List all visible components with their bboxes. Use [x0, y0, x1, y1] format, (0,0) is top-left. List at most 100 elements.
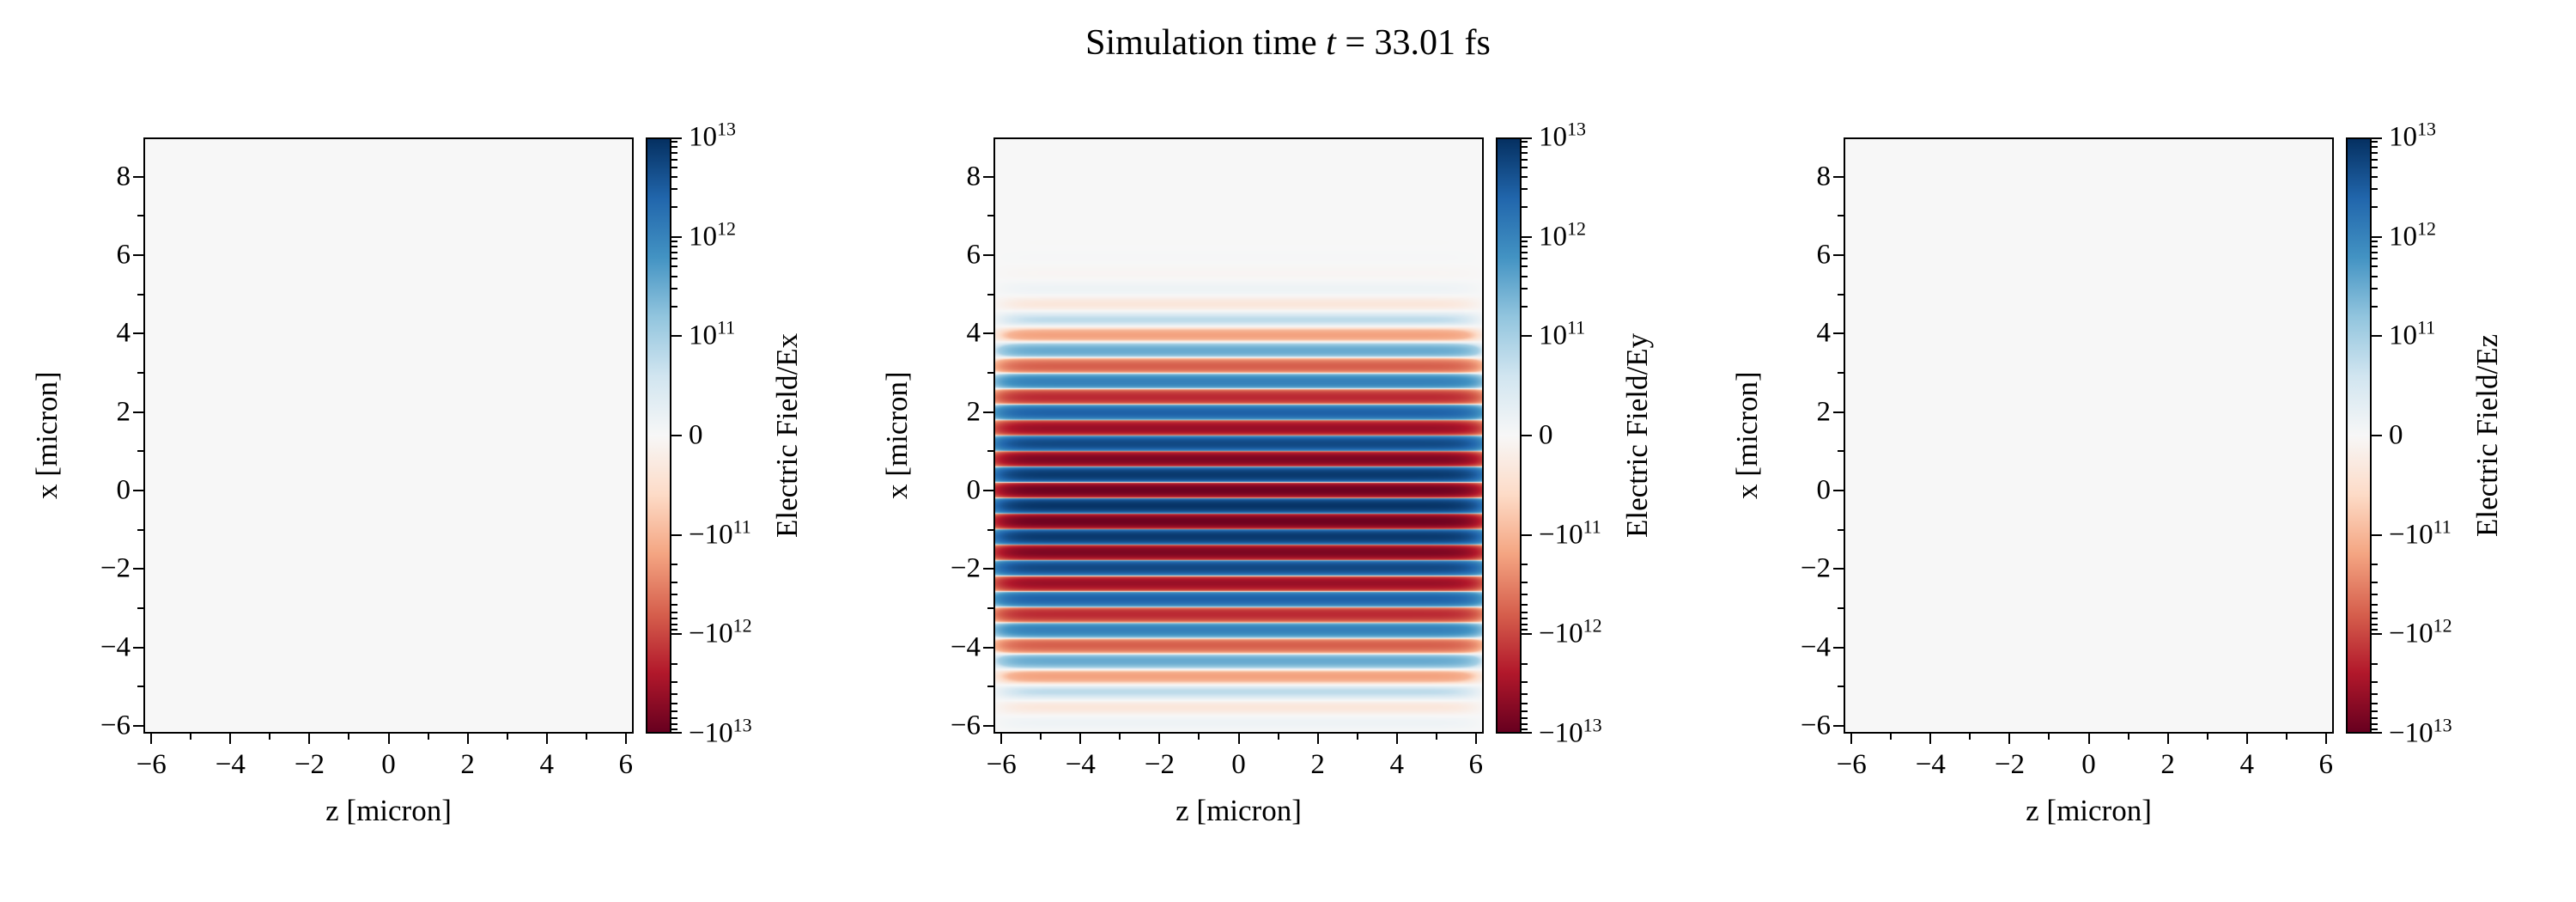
ey-colorbar-ticks	[1522, 137, 1532, 734]
colorbar-minor-tick	[2372, 703, 2378, 705]
y-minor-tick	[137, 215, 143, 217]
y-major-tick	[1833, 724, 1844, 727]
colorbar-minor-tick	[1522, 680, 1528, 683]
colorbar-minor-tick	[671, 624, 677, 626]
colorbar-tick-label: −1011	[1539, 515, 1601, 551]
colorbar-tick-label: −1012	[689, 614, 752, 649]
colorbar-tick-label: 1011	[2389, 316, 2436, 351]
colorbar-minor-tick	[1522, 251, 1528, 253]
y-axis-label: x [micron]	[30, 371, 64, 500]
ey-heatmap	[995, 139, 1482, 732]
y-major-tick	[1833, 175, 1844, 178]
x-tick-label: 2	[460, 749, 475, 780]
colorbar-minor-tick	[1522, 703, 1528, 705]
colorbar-minor-tick	[1522, 618, 1528, 620]
colorbar-minor-tick	[2372, 188, 2378, 191]
panel-ey: x [micron] 8 6 4 2 0 −2 −4 −6 −6 −4 −2 0 2 4 6 z [mic…	[880, 119, 1657, 859]
ex-colorbar-label: Electric Field/Ex	[770, 332, 804, 539]
y-axis-ticks	[133, 137, 143, 734]
x-axis-label: z [micron]	[1176, 794, 1302, 827]
y-tick-label: 2	[1816, 396, 1832, 428]
y-major-tick	[133, 568, 143, 570]
y-major-tick	[133, 724, 143, 727]
exponent: 11	[2433, 515, 2451, 538]
colorbar-minor-tick	[2372, 141, 2378, 143]
y-tick-label: 4	[966, 317, 981, 349]
colorbar-tick-label: 1013	[2389, 118, 2436, 153]
y-tick-label: 8	[966, 161, 981, 192]
x-tick-label: 0	[381, 749, 396, 780]
colorbar-minor-tick	[2372, 305, 2378, 308]
exponent: 11	[1583, 515, 1601, 538]
colorbar-minor-tick	[671, 205, 677, 208]
x-major-tick	[2087, 734, 2090, 744]
x-axis-label: z [micron]	[2026, 794, 2152, 827]
ex-colorbar	[646, 137, 671, 734]
x-major-tick	[229, 734, 232, 744]
y-minor-tick	[1838, 293, 1844, 296]
x-major-tick	[1158, 734, 1161, 744]
y-minor-tick	[987, 606, 993, 609]
exponent: 12	[732, 614, 752, 637]
x-tick-label: −6	[1836, 749, 1867, 780]
y-tick-labels: 8 6 4 2 0 −2 −4 −6	[64, 137, 131, 740]
title-prefix: Simulation time	[1085, 23, 1327, 63]
x-major-tick	[150, 734, 153, 744]
y-tick-label: 8	[1816, 161, 1832, 192]
x-minor-tick	[2206, 734, 2208, 740]
colorbar-minor-tick	[671, 717, 677, 720]
y-tick-label: −2	[950, 552, 981, 584]
colorbar-minor-tick	[1522, 603, 1528, 606]
x-minor-tick	[427, 734, 429, 740]
exponent: 12	[2417, 217, 2436, 240]
colorbar-minor-tick	[2372, 603, 2378, 606]
x-tick-label: 6	[2318, 749, 2334, 780]
x-minor-tick	[1198, 734, 1200, 740]
ex-heatmap	[145, 139, 632, 732]
colorbar-minor-tick	[671, 618, 677, 620]
y-major-tick	[133, 175, 143, 178]
colorbar-minor-tick	[671, 629, 677, 631]
y-major-tick	[1833, 411, 1844, 413]
colorbar-minor-tick	[2372, 158, 2378, 161]
x-major-tick	[308, 734, 311, 744]
x-major-tick	[1079, 734, 1082, 744]
colorbar-minor-tick	[671, 603, 677, 606]
figure-title: Simulation time t = 33.01 fs	[0, 22, 2576, 64]
y-tick-labels: 8 6 4 2 0 −2 −4 −6	[1764, 137, 1832, 740]
x-axis-ticks	[143, 734, 634, 744]
exponent: 12	[1567, 217, 1586, 240]
colorbar-minor-tick	[671, 564, 677, 566]
colorbar-tick-label: 1011	[689, 316, 736, 351]
colorbar-major-tick	[671, 633, 682, 636]
ey-colorbar	[1496, 137, 1522, 734]
plot-area-ez	[1844, 137, 2334, 734]
y-tick-label: −6	[100, 710, 131, 741]
colorbar-minor-tick	[2372, 594, 2378, 596]
x-major-tick	[2324, 734, 2327, 744]
y-axis-label: x [micron]	[1730, 371, 1764, 500]
colorbar-minor-tick	[671, 141, 677, 143]
colorbar-minor-tick	[671, 275, 677, 277]
colorbar-major-tick	[671, 435, 682, 436]
colorbar-major-tick	[2372, 235, 2382, 238]
colorbar-minor-tick	[1522, 288, 1528, 290]
plot-area-ex	[143, 137, 634, 734]
y-tick-label: −6	[950, 710, 981, 741]
colorbar-minor-tick	[2372, 564, 2378, 566]
colorbar-major-tick	[2372, 732, 2382, 734]
y-minor-tick	[987, 215, 993, 217]
colorbar-tick-label: −1012	[1539, 614, 1602, 649]
x-axis-label: z [micron]	[325, 794, 452, 827]
x-tick-label: 0	[1231, 749, 1246, 780]
x-major-tick	[2166, 734, 2169, 744]
y-minor-tick	[137, 528, 143, 531]
colorbar-minor-tick	[671, 581, 677, 583]
colorbar-major-tick	[671, 533, 682, 536]
colorbar-minor-tick	[671, 251, 677, 253]
y-tick-labels: 8 6 4 2 0 −2 −4 −6	[914, 137, 981, 740]
colorbar-minor-tick	[671, 611, 677, 613]
y-major-tick	[133, 411, 143, 413]
colorbar-minor-tick	[2372, 258, 2378, 260]
